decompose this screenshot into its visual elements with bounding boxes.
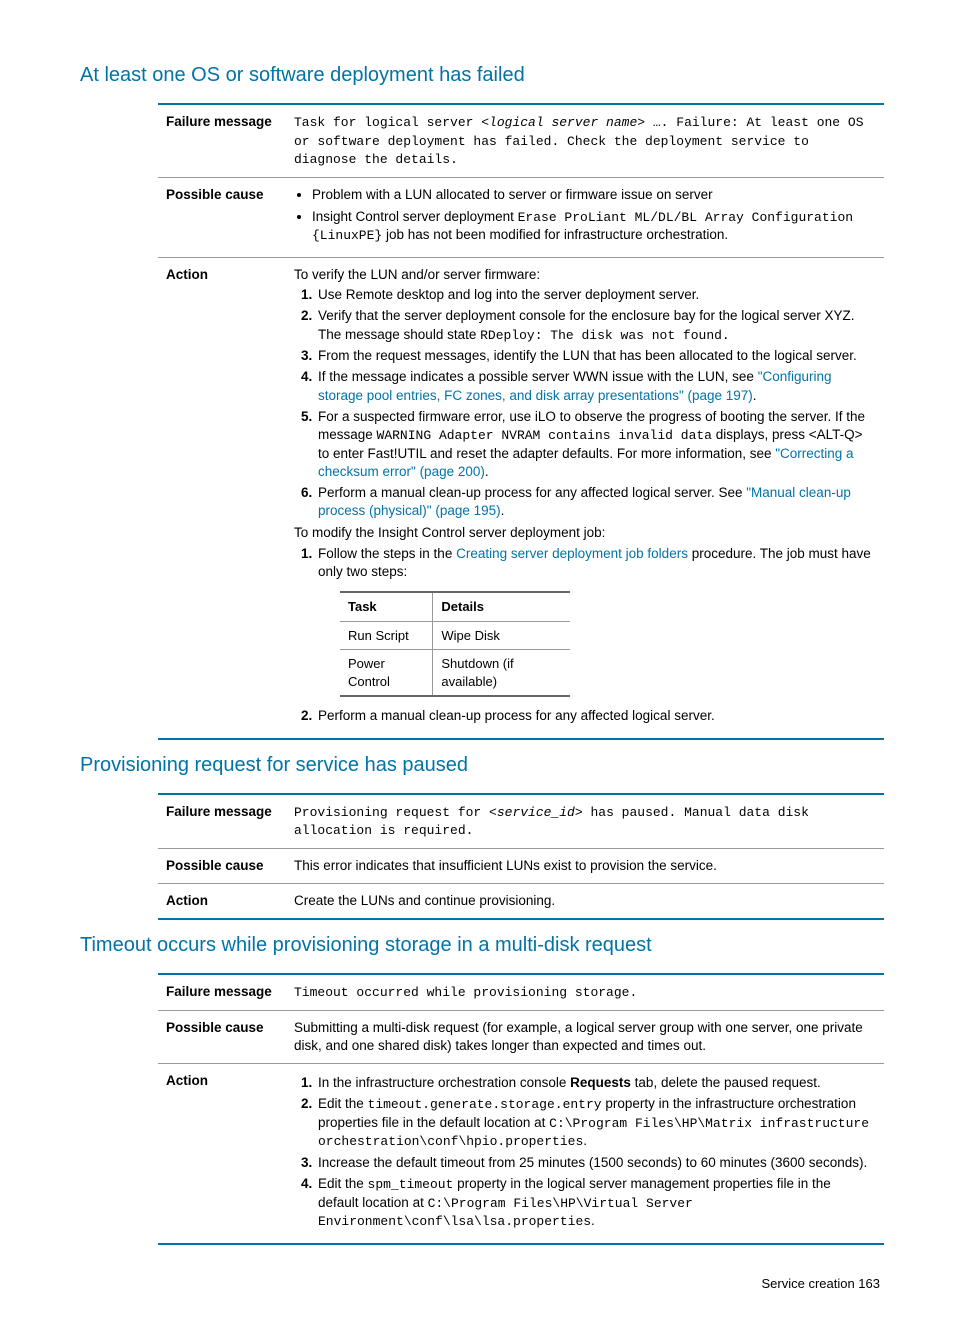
text: tab, delete the paused request.	[631, 1075, 821, 1090]
action-cell: To verify the LUN and/or server firmware…	[286, 257, 884, 738]
msg-var: <service_id>	[489, 805, 583, 820]
row-label: Failure message	[158, 974, 286, 1010]
text: .	[583, 1133, 587, 1148]
col-header: Details	[433, 592, 570, 621]
text: Edit the	[318, 1096, 368, 1111]
troubleshoot-table-3: Failure message Timeout occurred while p…	[158, 973, 884, 1245]
section-heading: Provisioning request for service has pau…	[80, 752, 884, 779]
row-label: Action	[158, 883, 286, 919]
step: Perform a manual clean-up process for an…	[316, 707, 874, 725]
text: Follow the steps in the	[318, 546, 456, 561]
steps-list-2: Follow the steps in the Creating server …	[294, 545, 874, 726]
cell: Shutdown (if available)	[433, 650, 570, 697]
step: From the request messages, identify the …	[316, 347, 874, 365]
code: WARNING Adapter NVRAM contains invalid d…	[377, 428, 712, 443]
col-header: Task	[340, 592, 433, 621]
step: Edit the timeout.generate.storage.entry …	[316, 1095, 874, 1151]
failure-message-cell: Timeout occurred while provisioning stor…	[286, 974, 884, 1010]
row-label: Action	[158, 1064, 286, 1244]
step: Use Remote desktop and log into the serv…	[316, 286, 874, 304]
action-intro: To modify the Insight Control server dep…	[294, 524, 874, 542]
step: Verify that the server deployment consol…	[316, 307, 874, 344]
troubleshoot-table-2: Failure message Provisioning request for…	[158, 793, 884, 921]
cell: Run Script	[340, 621, 433, 650]
failure-message-cell: Task for logical server <logical server …	[286, 104, 884, 177]
text: .	[501, 503, 505, 518]
step: Perform a manual clean-up process for an…	[316, 484, 874, 520]
page-footer: Service creation 163	[80, 1275, 884, 1293]
text: job has not been modified for infrastruc…	[382, 227, 728, 242]
section-heading: Timeout occurs while provisioning storag…	[80, 932, 884, 959]
cell: Wipe Disk	[433, 621, 570, 650]
text: .	[591, 1213, 595, 1228]
action-cell: In the infrastructure orchestration cons…	[286, 1064, 884, 1244]
cause-item: Problem with a LUN allocated to server o…	[312, 186, 874, 204]
row-label: Possible cause	[158, 177, 286, 257]
troubleshoot-table-1: Failure message Task for logical server …	[158, 103, 884, 740]
code: timeout.generate.storage.entry	[368, 1097, 602, 1112]
msg-text: Timeout occurred while provisioning stor…	[294, 985, 637, 1000]
steps-list: Use Remote desktop and log into the serv…	[294, 286, 874, 520]
step: In the infrastructure orchestration cons…	[316, 1074, 874, 1092]
msg-text: Task for logical server	[294, 115, 481, 130]
row-label: Action	[158, 257, 286, 738]
msg-var: <logical server name>	[481, 115, 645, 130]
failure-message-cell: Provisioning request for <service_id> ha…	[286, 794, 884, 849]
doc-link[interactable]: Creating server deployment job folders	[456, 546, 688, 561]
row-label: Failure message	[158, 104, 286, 177]
cause-item: Insight Control server deployment Erase …	[312, 208, 874, 245]
step: Edit the spm_timeout property in the log…	[316, 1175, 874, 1231]
row-label: Possible cause	[158, 848, 286, 883]
action-intro: To verify the LUN and/or server firmware…	[294, 266, 874, 284]
code: spm_timeout	[368, 1177, 454, 1192]
text: .	[753, 388, 757, 403]
text: .	[485, 464, 489, 479]
step: Increase the default timeout from 25 min…	[316, 1154, 874, 1172]
cause-cell: Submitting a multi-disk request (for exa…	[286, 1010, 884, 1063]
code: RDeploy: The disk was not found.	[480, 328, 730, 343]
text: Insight Control server deployment	[312, 209, 518, 224]
text: Edit the	[318, 1176, 368, 1191]
cause-cell: Problem with a LUN allocated to server o…	[286, 177, 884, 257]
msg-text: Provisioning request for	[294, 805, 489, 820]
section-heading: At least one OS or software deployment h…	[80, 62, 884, 89]
step: Follow the steps in the Creating server …	[316, 545, 874, 698]
row-label: Possible cause	[158, 1010, 286, 1063]
step: For a suspected firmware error, use iLO …	[316, 408, 874, 481]
action-cell: Create the LUNs and continue provisionin…	[286, 883, 884, 919]
text: Perform a manual clean-up process for an…	[318, 485, 746, 500]
cause-cell: This error indicates that insufficient L…	[286, 848, 884, 883]
text: If the message indicates a possible serv…	[318, 369, 758, 384]
steps-list: In the infrastructure orchestration cons…	[294, 1074, 874, 1231]
text: In the infrastructure orchestration cons…	[318, 1075, 570, 1090]
step: If the message indicates a possible serv…	[316, 368, 874, 404]
cell: Power Control	[340, 650, 433, 697]
bold: Requests	[570, 1075, 631, 1090]
row-label: Failure message	[158, 794, 286, 849]
inner-table: Task Details Run Script Wipe Disk Power …	[340, 591, 570, 697]
